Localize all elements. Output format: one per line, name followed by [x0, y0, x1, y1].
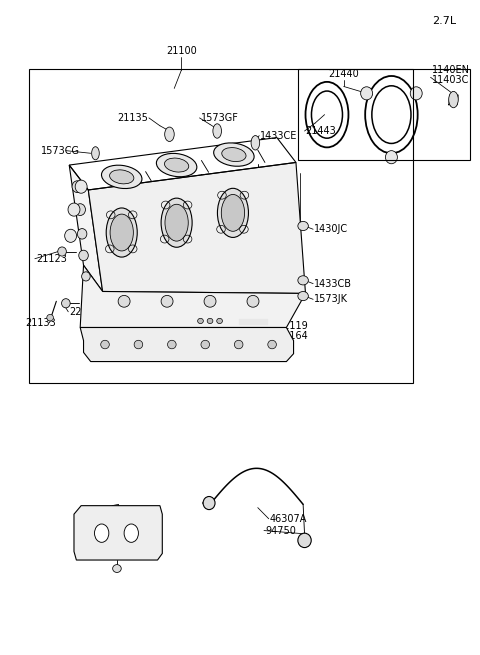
- Ellipse shape: [449, 92, 458, 108]
- Ellipse shape: [360, 87, 372, 100]
- Ellipse shape: [113, 565, 121, 572]
- Ellipse shape: [213, 124, 221, 138]
- Polygon shape: [239, 319, 267, 324]
- Ellipse shape: [217, 188, 249, 237]
- Ellipse shape: [118, 295, 130, 307]
- Ellipse shape: [251, 136, 260, 150]
- Ellipse shape: [298, 276, 308, 285]
- Text: 94750: 94750: [265, 525, 296, 536]
- Ellipse shape: [201, 341, 210, 348]
- Ellipse shape: [65, 229, 77, 242]
- Ellipse shape: [298, 533, 311, 548]
- Text: 22124A: 22124A: [69, 307, 107, 317]
- Ellipse shape: [247, 295, 259, 307]
- Text: 11403C: 11403C: [432, 75, 469, 85]
- Text: 21123: 21123: [36, 253, 67, 264]
- Ellipse shape: [58, 247, 66, 256]
- Ellipse shape: [165, 127, 174, 141]
- Ellipse shape: [106, 208, 137, 257]
- Ellipse shape: [268, 341, 276, 348]
- Ellipse shape: [68, 203, 80, 216]
- Ellipse shape: [110, 214, 133, 251]
- Ellipse shape: [165, 204, 188, 241]
- Ellipse shape: [72, 181, 83, 193]
- Ellipse shape: [124, 524, 138, 542]
- Ellipse shape: [95, 524, 109, 542]
- Bar: [29, 69, 413, 383]
- Ellipse shape: [410, 87, 422, 100]
- Ellipse shape: [75, 180, 87, 193]
- Text: 21440: 21440: [328, 69, 359, 79]
- Ellipse shape: [203, 496, 215, 510]
- Ellipse shape: [92, 147, 99, 160]
- Text: 1140EN: 1140EN: [432, 66, 470, 75]
- Text: 21133: 21133: [25, 318, 56, 328]
- Ellipse shape: [109, 170, 134, 184]
- Text: 94701: 94701: [122, 507, 153, 517]
- Text: 1430JC: 1430JC: [314, 224, 348, 234]
- Text: 2.7L: 2.7L: [432, 16, 456, 26]
- Ellipse shape: [165, 158, 189, 172]
- Text: 21114: 21114: [129, 328, 160, 338]
- Ellipse shape: [79, 250, 88, 261]
- Ellipse shape: [82, 272, 90, 281]
- Text: 1573JK: 1573JK: [314, 294, 348, 305]
- Ellipse shape: [207, 318, 213, 324]
- Ellipse shape: [156, 153, 197, 177]
- Ellipse shape: [222, 147, 246, 162]
- Bar: [299, 69, 470, 160]
- Ellipse shape: [385, 151, 397, 164]
- Polygon shape: [74, 506, 162, 560]
- Polygon shape: [80, 328, 294, 362]
- Text: 46307A: 46307A: [270, 514, 307, 524]
- Ellipse shape: [101, 341, 109, 348]
- Ellipse shape: [161, 198, 192, 247]
- Ellipse shape: [134, 341, 143, 348]
- Ellipse shape: [161, 295, 173, 307]
- Ellipse shape: [75, 204, 85, 215]
- Text: 1433CB: 1433CB: [314, 278, 352, 289]
- Text: 21164: 21164: [277, 331, 308, 341]
- Polygon shape: [88, 162, 305, 293]
- Ellipse shape: [168, 341, 176, 348]
- Polygon shape: [80, 265, 305, 328]
- Text: 21135: 21135: [117, 113, 148, 123]
- Ellipse shape: [234, 341, 243, 348]
- Text: 21443: 21443: [305, 126, 336, 136]
- Polygon shape: [69, 165, 103, 291]
- Ellipse shape: [47, 314, 53, 321]
- Ellipse shape: [77, 229, 87, 239]
- Ellipse shape: [101, 165, 142, 189]
- Ellipse shape: [298, 291, 308, 301]
- Ellipse shape: [221, 195, 245, 231]
- Text: 21119: 21119: [277, 320, 308, 331]
- Text: 21100: 21100: [166, 46, 197, 56]
- Ellipse shape: [204, 295, 216, 307]
- Text: 1573CG: 1573CG: [41, 145, 80, 156]
- Text: 1433CE: 1433CE: [260, 130, 298, 141]
- Ellipse shape: [198, 318, 204, 324]
- Ellipse shape: [216, 318, 222, 324]
- Ellipse shape: [298, 221, 308, 231]
- Ellipse shape: [214, 143, 254, 166]
- Ellipse shape: [61, 299, 70, 308]
- Text: 1573GF: 1573GF: [201, 113, 239, 123]
